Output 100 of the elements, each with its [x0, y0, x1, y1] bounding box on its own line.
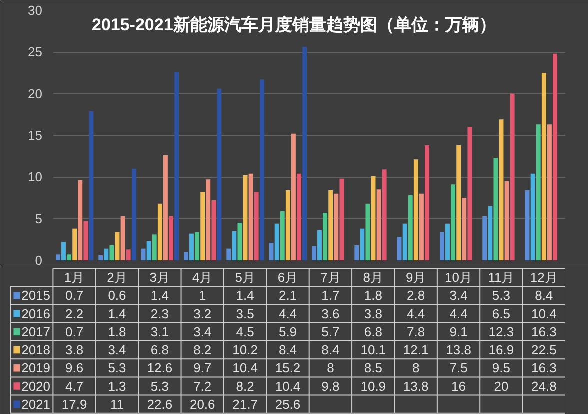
- bar: [440, 232, 444, 260]
- data-label: 9.5: [492, 360, 511, 376]
- bar: [468, 127, 472, 260]
- legend-label: 2017: [22, 324, 51, 340]
- bar: [425, 146, 430, 260]
- bar: [382, 170, 387, 260]
- data-label: 1.4: [236, 288, 254, 304]
- bar: [354, 246, 360, 260]
- data-label: 10.4: [532, 306, 557, 322]
- data-label: 4.7: [66, 378, 84, 394]
- data-label: 3.2: [194, 306, 212, 322]
- data-label: 12.1: [403, 342, 429, 358]
- y-tick-label: 10: [28, 170, 43, 185]
- bar: [195, 232, 200, 260]
- data-label: 17.9: [62, 396, 88, 412]
- bar: [126, 250, 131, 260]
- bar: [98, 256, 104, 260]
- bar: [419, 194, 424, 260]
- y-tick-label: 0: [35, 253, 43, 268]
- bar: [212, 200, 216, 260]
- data-label: 8.4: [535, 288, 554, 304]
- bar: [553, 54, 558, 260]
- data-label: 3.4: [194, 324, 212, 340]
- data-label: 4.4: [278, 306, 298, 322]
- data-label: 20.6: [190, 396, 216, 412]
- data-label: 10.2: [232, 342, 258, 358]
- bar: [536, 124, 541, 260]
- x-tick-label: 4月: [192, 270, 213, 286]
- bar: [78, 180, 83, 260]
- data-label: 9.8: [322, 378, 340, 394]
- legend-label: 2020: [22, 378, 51, 394]
- data-label: 0.7: [66, 288, 84, 304]
- data-label: 8.2: [194, 342, 212, 358]
- bar: [254, 192, 259, 260]
- bar: [115, 232, 120, 260]
- bar: [184, 252, 188, 260]
- bar: [217, 88, 222, 260]
- data-label: 6.5: [492, 306, 511, 322]
- bar: [318, 230, 322, 260]
- bar: [238, 223, 242, 260]
- x-tick-label: 7月: [320, 270, 341, 286]
- data-label: 7.2: [194, 378, 212, 394]
- data-label: 11: [110, 396, 124, 412]
- data-label: 8.4: [278, 342, 298, 358]
- bar: [334, 194, 339, 260]
- data-label: 7.8: [407, 324, 426, 340]
- bar: [504, 181, 510, 260]
- data-label: 12.3: [488, 324, 514, 340]
- data-label: 3.5: [236, 306, 254, 322]
- data-label: 5.3: [108, 360, 126, 376]
- bar: [451, 184, 456, 260]
- bar: [274, 224, 280, 260]
- data-label: 5.9: [278, 324, 298, 340]
- legend-label: 2018: [22, 342, 51, 358]
- bar: [89, 111, 94, 260]
- x-tick-label: 9月: [406, 270, 426, 286]
- bar: [376, 190, 382, 260]
- x-tick-label: 8月: [363, 270, 384, 286]
- data-label: 0.7: [66, 324, 84, 340]
- data-label: 3.4: [108, 342, 126, 358]
- data-label: 13.8: [446, 342, 472, 358]
- data-label: 0.6: [108, 288, 126, 304]
- bar: [525, 190, 530, 260]
- bar: [200, 192, 206, 260]
- x-tick-label: 3月: [150, 270, 170, 286]
- y-tick-label: 5: [35, 211, 43, 226]
- data-label: 5.7: [322, 324, 340, 340]
- bar: [446, 224, 450, 260]
- data-label: 1.3: [108, 378, 126, 394]
- bar: [120, 216, 126, 260]
- bar: [104, 248, 109, 260]
- data-label: 5.3: [492, 288, 511, 304]
- bar: [297, 174, 302, 260]
- bar: [169, 216, 174, 260]
- y-tick-label: 20: [28, 86, 43, 102]
- x-tick-label: 10月: [445, 270, 473, 286]
- bar: [72, 228, 78, 260]
- bar: [158, 204, 162, 260]
- bar: [110, 246, 114, 260]
- bar: [190, 234, 194, 260]
- bar: [488, 206, 493, 260]
- bar: [56, 254, 60, 260]
- data-label: 15.2: [275, 360, 301, 376]
- data-label: 10.4: [232, 360, 258, 376]
- bar: [62, 242, 66, 260]
- bar: [174, 72, 180, 260]
- y-tick-label: 15: [28, 128, 43, 143]
- bar: [366, 204, 370, 260]
- data-label: 1.7: [322, 288, 340, 304]
- data-label: 8.2: [236, 378, 254, 394]
- data-label: 1.8: [108, 324, 126, 340]
- data-label: 3.8: [66, 342, 84, 358]
- data-label: 1.4: [108, 306, 126, 322]
- bar: [323, 213, 328, 260]
- data-label: 10.1: [360, 342, 386, 358]
- bar: [397, 237, 402, 260]
- data-label: 10.4: [275, 378, 301, 394]
- bar: [132, 168, 136, 260]
- data-label: 4.4: [450, 306, 468, 322]
- data-label: 16.9: [488, 342, 514, 358]
